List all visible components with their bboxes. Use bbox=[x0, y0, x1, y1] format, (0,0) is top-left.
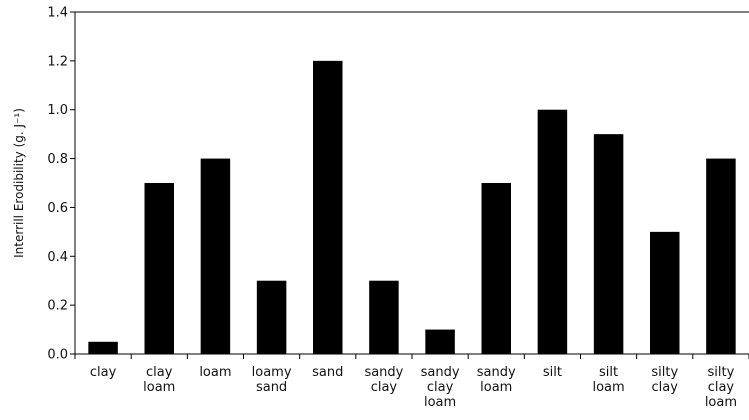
y-tick-label: 0.0 bbox=[47, 348, 68, 363]
category-label: sandy clay loam bbox=[421, 365, 460, 410]
category-label: silty clay bbox=[651, 365, 678, 395]
bar bbox=[369, 280, 399, 354]
category-label: sand bbox=[312, 365, 343, 380]
category-label-line: loam bbox=[424, 395, 456, 410]
category-label-line: clay bbox=[652, 380, 679, 395]
category-label-line: silt bbox=[599, 365, 618, 380]
category-label: sandy loam bbox=[477, 365, 516, 395]
y-tick-label: 0.6 bbox=[47, 201, 68, 216]
bar bbox=[650, 231, 680, 354]
category-label: loam bbox=[199, 365, 231, 380]
bar bbox=[425, 329, 455, 354]
category-label-line: loamy bbox=[252, 365, 292, 380]
category-label-line: loam bbox=[480, 380, 512, 395]
bar bbox=[313, 60, 343, 354]
category-label-line: sandy bbox=[477, 365, 516, 380]
bar bbox=[200, 158, 231, 354]
category-label-line: loam bbox=[199, 365, 231, 380]
bar bbox=[537, 109, 568, 354]
bar bbox=[144, 183, 174, 354]
category-label-line: loam bbox=[705, 395, 737, 410]
category-label: silty clay loam bbox=[705, 365, 737, 410]
y-tick-label: 0.4 bbox=[47, 250, 68, 265]
category-label-line: silt bbox=[543, 365, 562, 380]
category-label-line: silty bbox=[708, 365, 735, 380]
category-label: silt bbox=[543, 365, 562, 380]
bars bbox=[88, 60, 736, 354]
bar bbox=[706, 158, 736, 354]
y-tick-label: 1.2 bbox=[47, 54, 68, 69]
axes: 0.0 0.2 0.4 0.6 0.8 1.0 1.2 1.4 bbox=[47, 6, 749, 363]
bar bbox=[593, 134, 624, 354]
category-label-line: loam bbox=[143, 380, 175, 395]
category-label-line: clay bbox=[90, 365, 117, 380]
category-label-line: loam bbox=[592, 380, 624, 395]
bar bbox=[256, 280, 287, 354]
y-tick-label: 0.2 bbox=[47, 299, 68, 314]
bar bbox=[88, 341, 118, 354]
category-label-line: sand bbox=[312, 365, 343, 380]
y-axis-title-group: Interrill Erodibility (g. J⁻¹) bbox=[12, 108, 26, 258]
category-label-line: sand bbox=[256, 380, 287, 395]
y-tick-label: 1.0 bbox=[47, 103, 68, 118]
category-label-line: clay bbox=[708, 380, 735, 395]
category-label-line: silty bbox=[651, 365, 678, 380]
y-tick-label: 0.8 bbox=[47, 152, 68, 167]
category-label-line: clay bbox=[146, 365, 173, 380]
y-axis-title: Interrill Erodibility (g. J⁻¹) bbox=[12, 108, 26, 258]
category-label-line: clay bbox=[427, 380, 454, 395]
category-label: sandy clay bbox=[364, 365, 403, 395]
category-label: clay loam bbox=[143, 365, 175, 395]
category-label-line: clay bbox=[371, 380, 398, 395]
category-label: silt loam bbox=[592, 365, 624, 395]
bar bbox=[481, 183, 511, 354]
category-label: loamy sand bbox=[252, 365, 292, 395]
category-label: clay bbox=[90, 365, 117, 380]
y-tick-label: 1.4 bbox=[47, 6, 68, 21]
category-label-line: sandy bbox=[364, 365, 403, 380]
category-label-line: sandy bbox=[421, 365, 460, 380]
